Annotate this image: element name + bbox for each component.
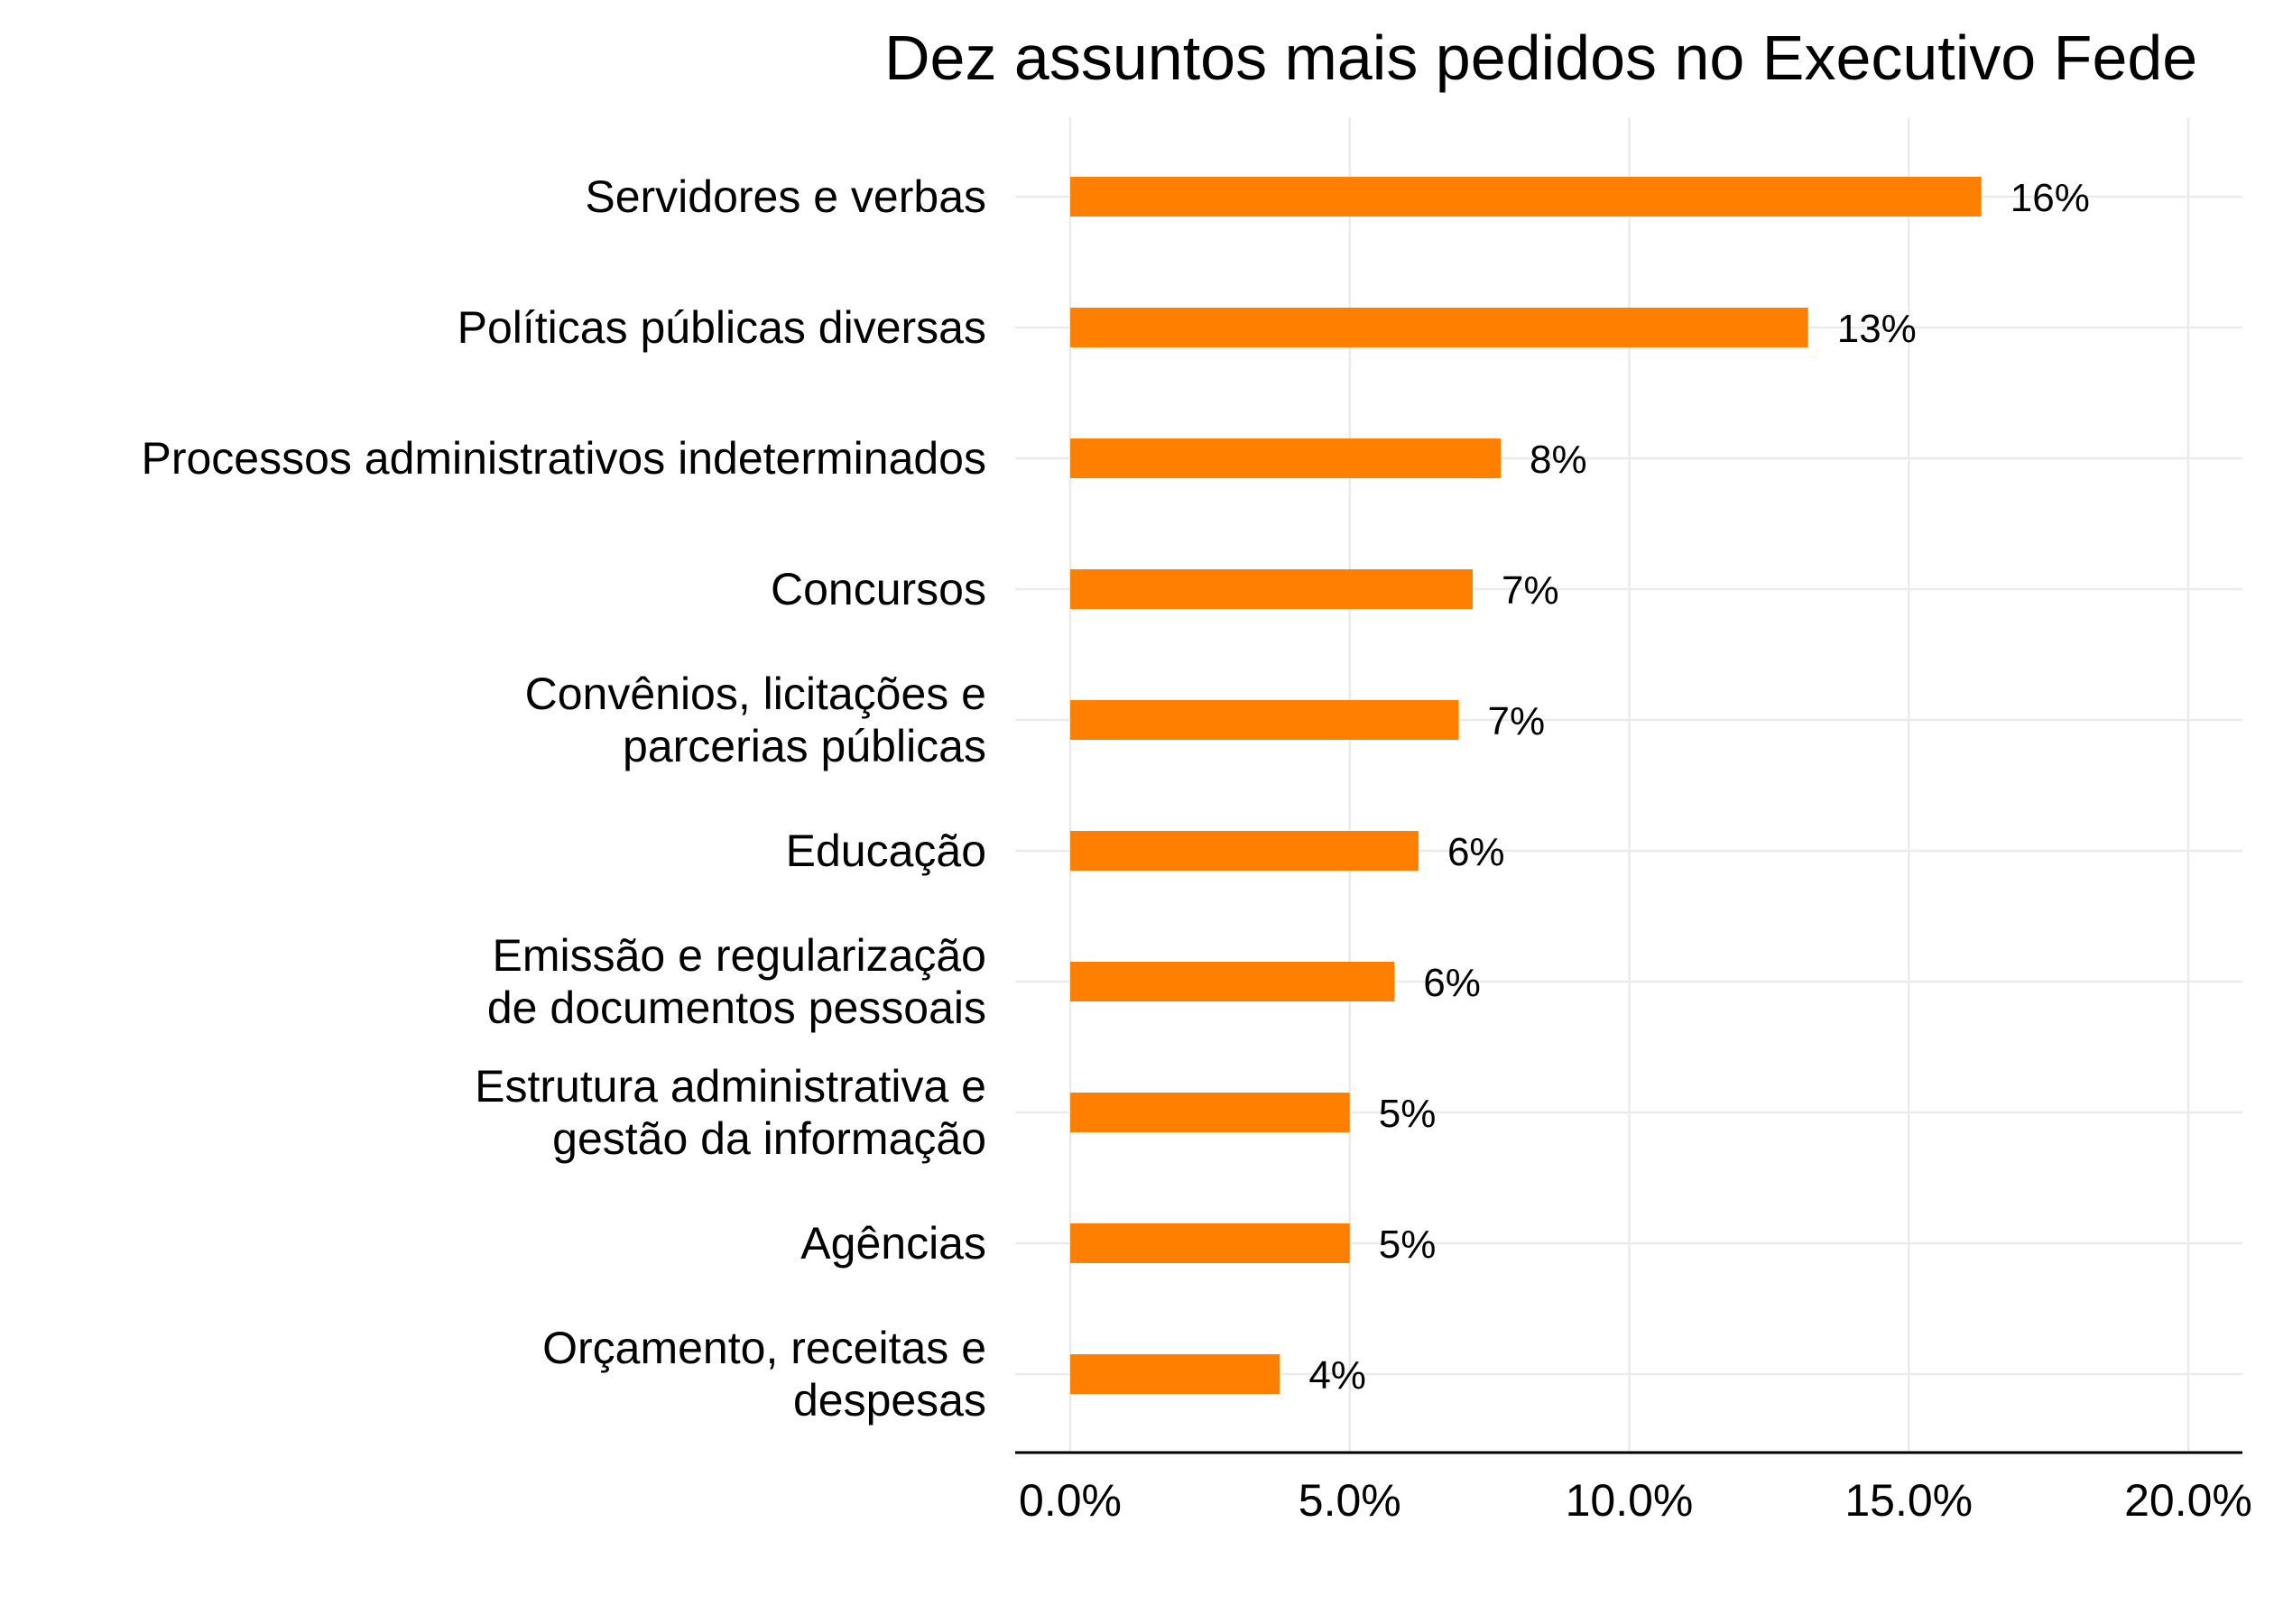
data-label: 7% [1488,699,1546,743]
category-label-line: Estrutura administrativa e [475,1061,986,1112]
category-label-line: Processos administrativos indeterminados [141,433,986,484]
chart-title: Dez assuntos mais pedidos no Executivo F… [884,23,2197,93]
data-label: 13% [1837,307,1917,351]
category-label: Educação [786,826,986,876]
value-labels: 16% 13% 8% 7% 7% 6% 6% 5% 5% 4% [1308,176,2090,1398]
category-label-line: Orçamento, receitas e [542,1323,986,1373]
data-label: 16% [2011,176,2090,220]
x-tick-label: 5.0% [1299,1475,1401,1526]
category-label-line: Concursos [771,564,986,614]
bar [1070,1223,1350,1263]
category-label: Agências [800,1218,986,1269]
bar [1070,1093,1350,1132]
x-axis: 0.0% 5.0% 10.0% 15.0% 20.0% [1015,1451,2252,1526]
bar [1070,962,1395,1001]
bar [1070,177,1982,217]
category-label-line: Convênios, licitações e [525,669,986,719]
bars [1070,177,1982,1394]
category-label: Servidores e verbas [585,171,986,222]
category-label: Políticas públicas diversas [458,302,986,353]
category-label-line: Servidores e verbas [585,171,986,222]
bar [1070,831,1419,871]
category-label-line: gestão da informação [552,1113,986,1164]
category-labels: Servidores e verbas Políticas públicas di… [141,171,986,1426]
x-tick-label: 0.0% [1019,1475,1122,1526]
data-label: 5% [1379,1223,1437,1267]
bar [1070,438,1502,478]
category-label-line: Agências [800,1218,986,1269]
x-tick-label: 10.0% [1566,1475,1694,1526]
data-label: 6% [1447,830,1505,874]
x-tick-label: 20.0% [2124,1475,2252,1526]
data-label: 4% [1308,1353,1366,1398]
category-label-line: Educação [786,826,986,876]
data-label: 5% [1379,1092,1437,1136]
data-label: 7% [1502,568,1559,613]
category-label-line: Emissão e regularização [493,930,987,981]
x-tick-label: 15.0% [1844,1475,1973,1526]
bar [1070,308,1808,347]
category-label-line: Políticas públicas diversas [458,302,986,353]
bar [1070,569,1474,609]
category-label: Convênios, licitações e parcerias pública… [525,669,986,771]
category-label: Emissão e regularização de documentos pes… [487,930,986,1033]
data-label: 8% [1530,438,1587,482]
category-label-line: de documentos pessoais [487,983,986,1033]
category-label-line: parcerias públicas [623,721,986,771]
bar [1070,700,1459,740]
category-label: Orçamento, receitas e despesas [542,1323,986,1426]
category-label: Estrutura administrativa e gestão da info… [475,1061,986,1164]
category-label-line: despesas [793,1375,986,1426]
category-label: Processos administrativos indeterminados [141,433,986,484]
data-label: 6% [1423,961,1481,1005]
category-label: Concursos [771,564,986,614]
bar [1070,1354,1280,1394]
